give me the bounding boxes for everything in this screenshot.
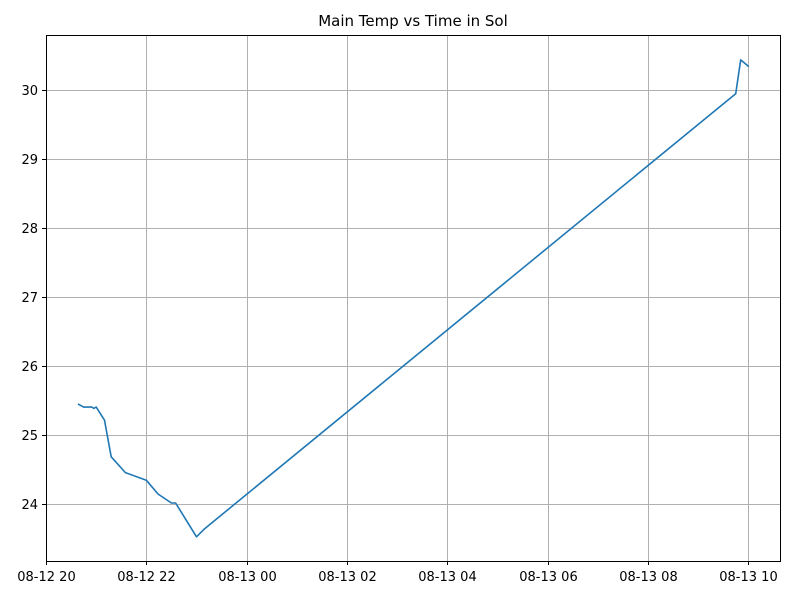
x-tick-label: 08-12 22 <box>117 570 175 585</box>
x-tick-label: 08-13 10 <box>719 570 777 585</box>
y-tick-label: 29 <box>21 153 38 168</box>
y-tick-label: 27 <box>21 291 38 306</box>
x-tick-label: 08-12 20 <box>17 570 75 585</box>
x-tick-label: 08-13 06 <box>519 570 577 585</box>
x-tick-label: 08-13 08 <box>619 570 677 585</box>
ticks: 08-12 20 08-12 22 08-13 00 08-13 02 08-13 04… <box>17 84 777 585</box>
y-tick-label: 24 <box>21 498 38 513</box>
series-layer <box>77 59 750 538</box>
y-tick-label: 26 <box>21 360 38 375</box>
plot-frame <box>46 35 781 562</box>
chart-title: Main Temp vs Time in Sol <box>318 12 508 30</box>
y-tick-label: 30 <box>21 84 38 99</box>
grid <box>46 35 780 561</box>
y-tick-label: 25 <box>21 429 38 444</box>
x-tick-label: 08-13 04 <box>418 570 476 585</box>
series-line <box>77 59 750 538</box>
x-tick-label: 08-13 00 <box>218 570 276 585</box>
x-tick-label: 08-13 02 <box>318 570 376 585</box>
y-tick-label: 28 <box>21 222 38 237</box>
